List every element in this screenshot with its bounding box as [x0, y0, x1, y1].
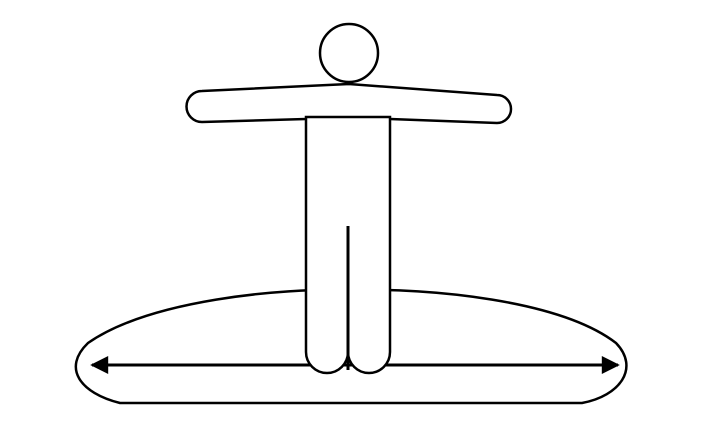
arms-icon [185, 82, 513, 125]
head-icon [318, 22, 380, 84]
